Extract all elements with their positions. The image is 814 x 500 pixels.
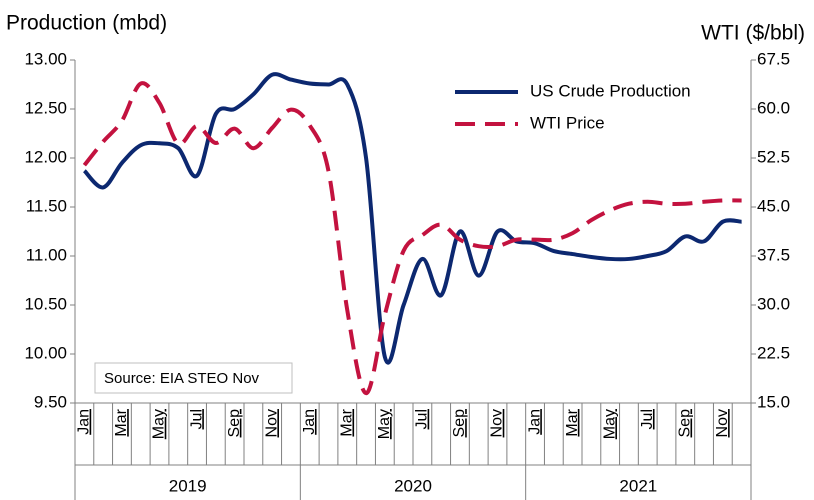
y-tick-label: 13.00 (24, 49, 67, 68)
annotation: Source: EIA STEO Nov (104, 370, 260, 387)
y-tick-label: 10.00 (24, 343, 67, 362)
y2-tick-label: 30.0 (757, 294, 790, 313)
x-tick-label: Jul (188, 409, 205, 429)
x-tick-label: Mar (113, 408, 130, 436)
x-tick-label: Mar (564, 408, 581, 436)
y2-tick-label: 60.0 (757, 98, 790, 117)
x-tick-label: May (151, 409, 168, 439)
x-group-label: 2021 (619, 476, 657, 495)
x-group-label: 2020 (394, 476, 432, 495)
x-tick-label: May (376, 409, 393, 439)
series-line (82, 81, 742, 396)
y-tick-label: 12.00 (24, 147, 67, 166)
y2-tick-label: 37.5 (757, 245, 790, 264)
x-group-label: 2019 (169, 476, 207, 495)
y2-tick-label: 22.5 (757, 343, 790, 362)
y2-tick-label: 45.0 (757, 196, 790, 215)
x-tick-label: Sep (676, 409, 693, 438)
y-tick-label: 11.00 (26, 245, 67, 264)
x-tick-label: Sep (226, 409, 243, 438)
x-tick-label: Nov (489, 409, 506, 437)
x-tick-label: Nov (263, 409, 280, 437)
x-tick-label: Jan (526, 409, 543, 435)
x-tick-label: Sep (451, 409, 468, 438)
x-tick-label: Jan (76, 409, 93, 435)
x-tick-label: Nov (714, 409, 731, 437)
legend-label: US Crude Production (530, 81, 691, 100)
y2-tick-label: 67.5 (757, 49, 790, 68)
series-line (82, 72, 742, 365)
y-tick-label: 10.50 (24, 294, 67, 313)
x-tick-label: Jul (639, 409, 656, 429)
y-tick-label: 9.50 (34, 392, 67, 411)
x-tick-label: Jul (414, 409, 431, 429)
x-tick-label: May (601, 409, 618, 439)
y2-tick-label: 15.0 (757, 392, 790, 411)
y-tick-label: 11.50 (26, 196, 67, 215)
legend-label: WTI Price (530, 113, 605, 132)
x-tick-label: Jan (301, 409, 318, 435)
annotation-box (94, 362, 293, 394)
y-axis-title: Production (mbd) (6, 12, 167, 35)
y2-axis-title: WTI ($/bbl) (701, 22, 805, 45)
y2-tick-label: 52.5 (757, 147, 790, 166)
x-tick-label: Mar (338, 408, 355, 436)
y-tick-label: 12.50 (24, 98, 67, 117)
